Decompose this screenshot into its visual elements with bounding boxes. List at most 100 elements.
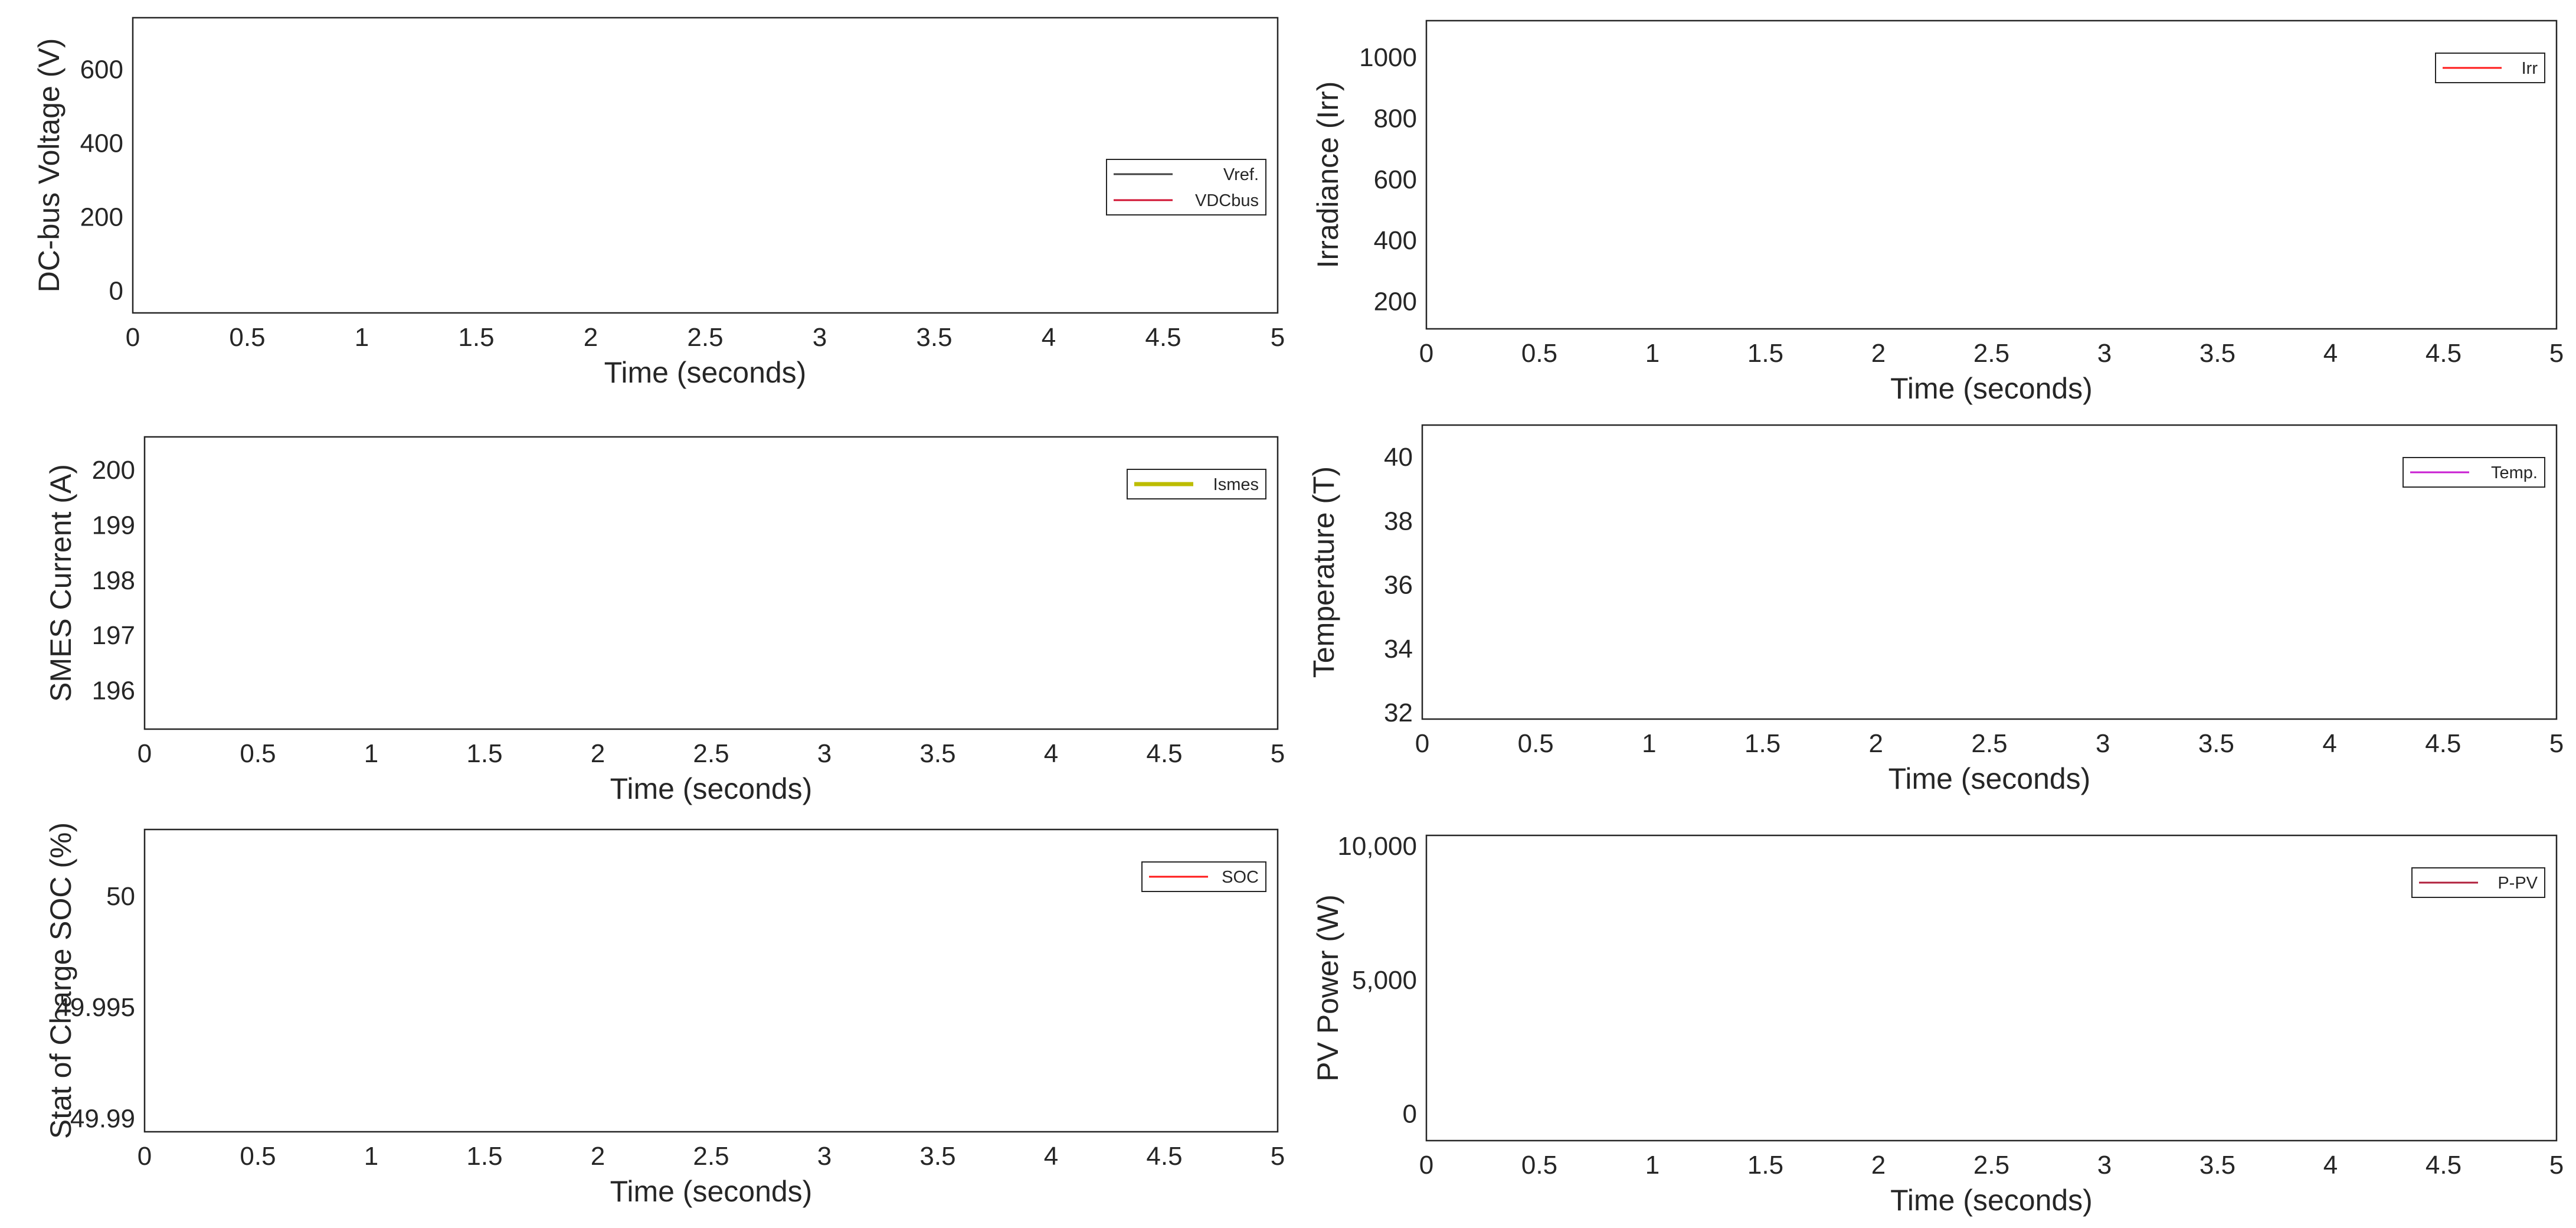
- chart-panel-5: 0 0.5 1 1.5 2 2.5 3 3.5 4 4.5 549.9949.99550Time (…: [44, 822, 1285, 1208]
- y-axis-label: Stat of Charge SOC (%): [44, 822, 77, 1139]
- x-tick-label: 1.5: [458, 323, 494, 352]
- x-axis-label: Time (seconds): [1888, 762, 2091, 795]
- x-tick-label: 3.5: [2199, 339, 2235, 368]
- y-tick-label: 600: [1374, 165, 1417, 194]
- x-axis-label: Time (seconds): [1890, 1184, 2093, 1217]
- legend-label: Temp.: [2491, 463, 2538, 482]
- x-tick-label: 3.5: [919, 739, 955, 768]
- x-tick-label: 5: [1271, 323, 1285, 352]
- y-tick-label: 199: [92, 511, 135, 540]
- x-tick-label: 2: [1871, 1151, 1886, 1180]
- x-tick-label: 4: [1044, 739, 1058, 768]
- x-tick-label: 0.5: [1518, 729, 1554, 758]
- y-tick-label: 5,000: [1352, 966, 1417, 995]
- legend-label: Ismes: [1213, 475, 1259, 494]
- x-tick-label: 5: [2549, 339, 2564, 368]
- x-tick-label: 4.5: [1145, 323, 1181, 352]
- legend: SOC: [1142, 862, 1266, 891]
- y-tick-label: 196: [92, 677, 135, 706]
- x-axis-label: Time (seconds): [610, 772, 813, 805]
- x-tick-label: 3: [817, 739, 832, 768]
- x-tick-label: 0: [138, 739, 152, 768]
- legend: Vref. VDCbus: [1107, 159, 1266, 215]
- x-tick-label: 3: [813, 323, 827, 352]
- x-tick-label: 3.5: [916, 323, 952, 352]
- x-tick-label: 4: [1042, 323, 1056, 352]
- y-axis-label: PV Power (W): [1311, 894, 1344, 1082]
- legend: Ismes: [1127, 469, 1266, 499]
- x-tick-label: 4.5: [2426, 1151, 2462, 1180]
- legend-label: SOC: [1222, 868, 1259, 887]
- y-axis-label: Temperature (T): [1307, 466, 1340, 678]
- chart-panel-4: 0 0.5 1 1.5 2 2.5 3 3.5 4 4.5 5 32 34 36 38 40 Time (sec…: [1307, 425, 2564, 795]
- y-tick-label: 49.99: [70, 1104, 135, 1133]
- y-tick-label: 10,000: [1337, 832, 1417, 861]
- y-tick-label: 200: [80, 203, 123, 232]
- y-tick-label: 38: [1384, 507, 1413, 535]
- axes-frame: [1426, 21, 2557, 329]
- x-tick-label: 5: [1271, 1142, 1285, 1171]
- x-tick-label: 4: [2323, 339, 2338, 368]
- y-tick-label: 0: [109, 277, 123, 306]
- legend: Irr: [2436, 53, 2545, 83]
- legend-label: Irr: [2522, 59, 2538, 78]
- x-tick-label: 2: [584, 323, 598, 352]
- x-tick-label: 2.5: [1973, 1151, 2009, 1180]
- y-tick-label: 200: [1374, 287, 1417, 316]
- x-tick-label: 1: [1645, 1151, 1659, 1180]
- x-tick-label: 1: [364, 739, 378, 768]
- chart-panel-1: 0 0.5 1 1.5 2 2.5 3 3.5 4 4.5 50200400600Time (sec…: [32, 18, 1285, 389]
- x-tick-label: 2: [591, 1142, 605, 1171]
- x-axis-label: Time (seconds): [1890, 372, 2093, 405]
- y-axis-label: Irradiance (Irr): [1311, 81, 1344, 269]
- x-tick-label: 1.5: [1747, 1151, 1783, 1180]
- y-tick-label: 800: [1374, 104, 1417, 133]
- x-tick-label: 4.5: [2426, 339, 2462, 368]
- x-axis-label: Time (seconds): [604, 356, 807, 389]
- x-tick-label: 0.5: [1521, 339, 1557, 368]
- x-tick-label: 2.5: [687, 323, 723, 352]
- y-tick-label: 600: [80, 55, 123, 84]
- x-tick-label: 1: [364, 1142, 378, 1171]
- x-tick-label: 0.5: [240, 1142, 276, 1171]
- legend-label: P-PV: [2498, 874, 2538, 893]
- x-tick-label: 3: [817, 1142, 832, 1171]
- legend: P-PV: [2412, 868, 2545, 897]
- y-tick-label: 36: [1384, 571, 1413, 600]
- x-tick-label: 0.5: [240, 739, 276, 768]
- x-tick-label: 5: [2549, 1151, 2564, 1180]
- x-tick-label: 2.5: [693, 739, 729, 768]
- x-tick-label: 1: [1645, 339, 1659, 368]
- x-tick-label: 2: [1871, 339, 1886, 368]
- y-tick-label: 1000: [1359, 43, 1417, 72]
- x-tick-label: 5: [2549, 729, 2564, 758]
- y-tick-label: 50: [106, 882, 135, 911]
- x-tick-label: 2.5: [1971, 729, 2007, 758]
- y-axis-label: DC-bus Voltage (V): [32, 38, 66, 293]
- legend: Temp.: [2403, 458, 2545, 487]
- x-tick-label: 3.5: [2199, 1151, 2235, 1180]
- x-tick-label: 1.5: [466, 739, 502, 768]
- x-tick-label: 0: [1419, 339, 1433, 368]
- x-tick-label: 3: [2097, 339, 2112, 368]
- axes-frame: [1422, 425, 2557, 719]
- x-tick-label: 4.5: [2425, 729, 2461, 758]
- chart-panel-3: 0 0.5 1 1.5 2 2.5 3 3.5 4 4.5 5 196 197 198 199 200 Time…: [44, 437, 1285, 805]
- chart-panel-6: 0 0.5 1 1.5 2 2.5 3 3.5 4 4.5 5 0 5,000 10,000 Time (s…: [1311, 832, 2564, 1217]
- x-tick-label: 3.5: [2198, 729, 2234, 758]
- x-tick-label: 4.5: [1146, 739, 1182, 768]
- x-tick-label: 0: [1419, 1151, 1433, 1180]
- figure: 0 0.5 1 1.5 2 2.5 3 3.5 4 4.5 50200400600Time (sec…: [0, 0, 2576, 1228]
- y-tick-label: 400: [1374, 226, 1417, 255]
- y-tick-label: 200: [92, 456, 135, 485]
- x-tick-label: 3.5: [919, 1142, 955, 1171]
- x-tick-label: 2: [591, 739, 605, 768]
- x-tick-label: 4: [2323, 1151, 2338, 1180]
- x-tick-label: 1.5: [1747, 339, 1783, 368]
- x-tick-label: 2.5: [693, 1142, 729, 1171]
- x-tick-label: 0: [1415, 729, 1429, 758]
- y-tick-label: 0: [1403, 1100, 1417, 1129]
- x-tick-label: 5: [1271, 739, 1285, 768]
- x-tick-label: 4.5: [1146, 1142, 1182, 1171]
- axes-frame: [1426, 835, 2557, 1141]
